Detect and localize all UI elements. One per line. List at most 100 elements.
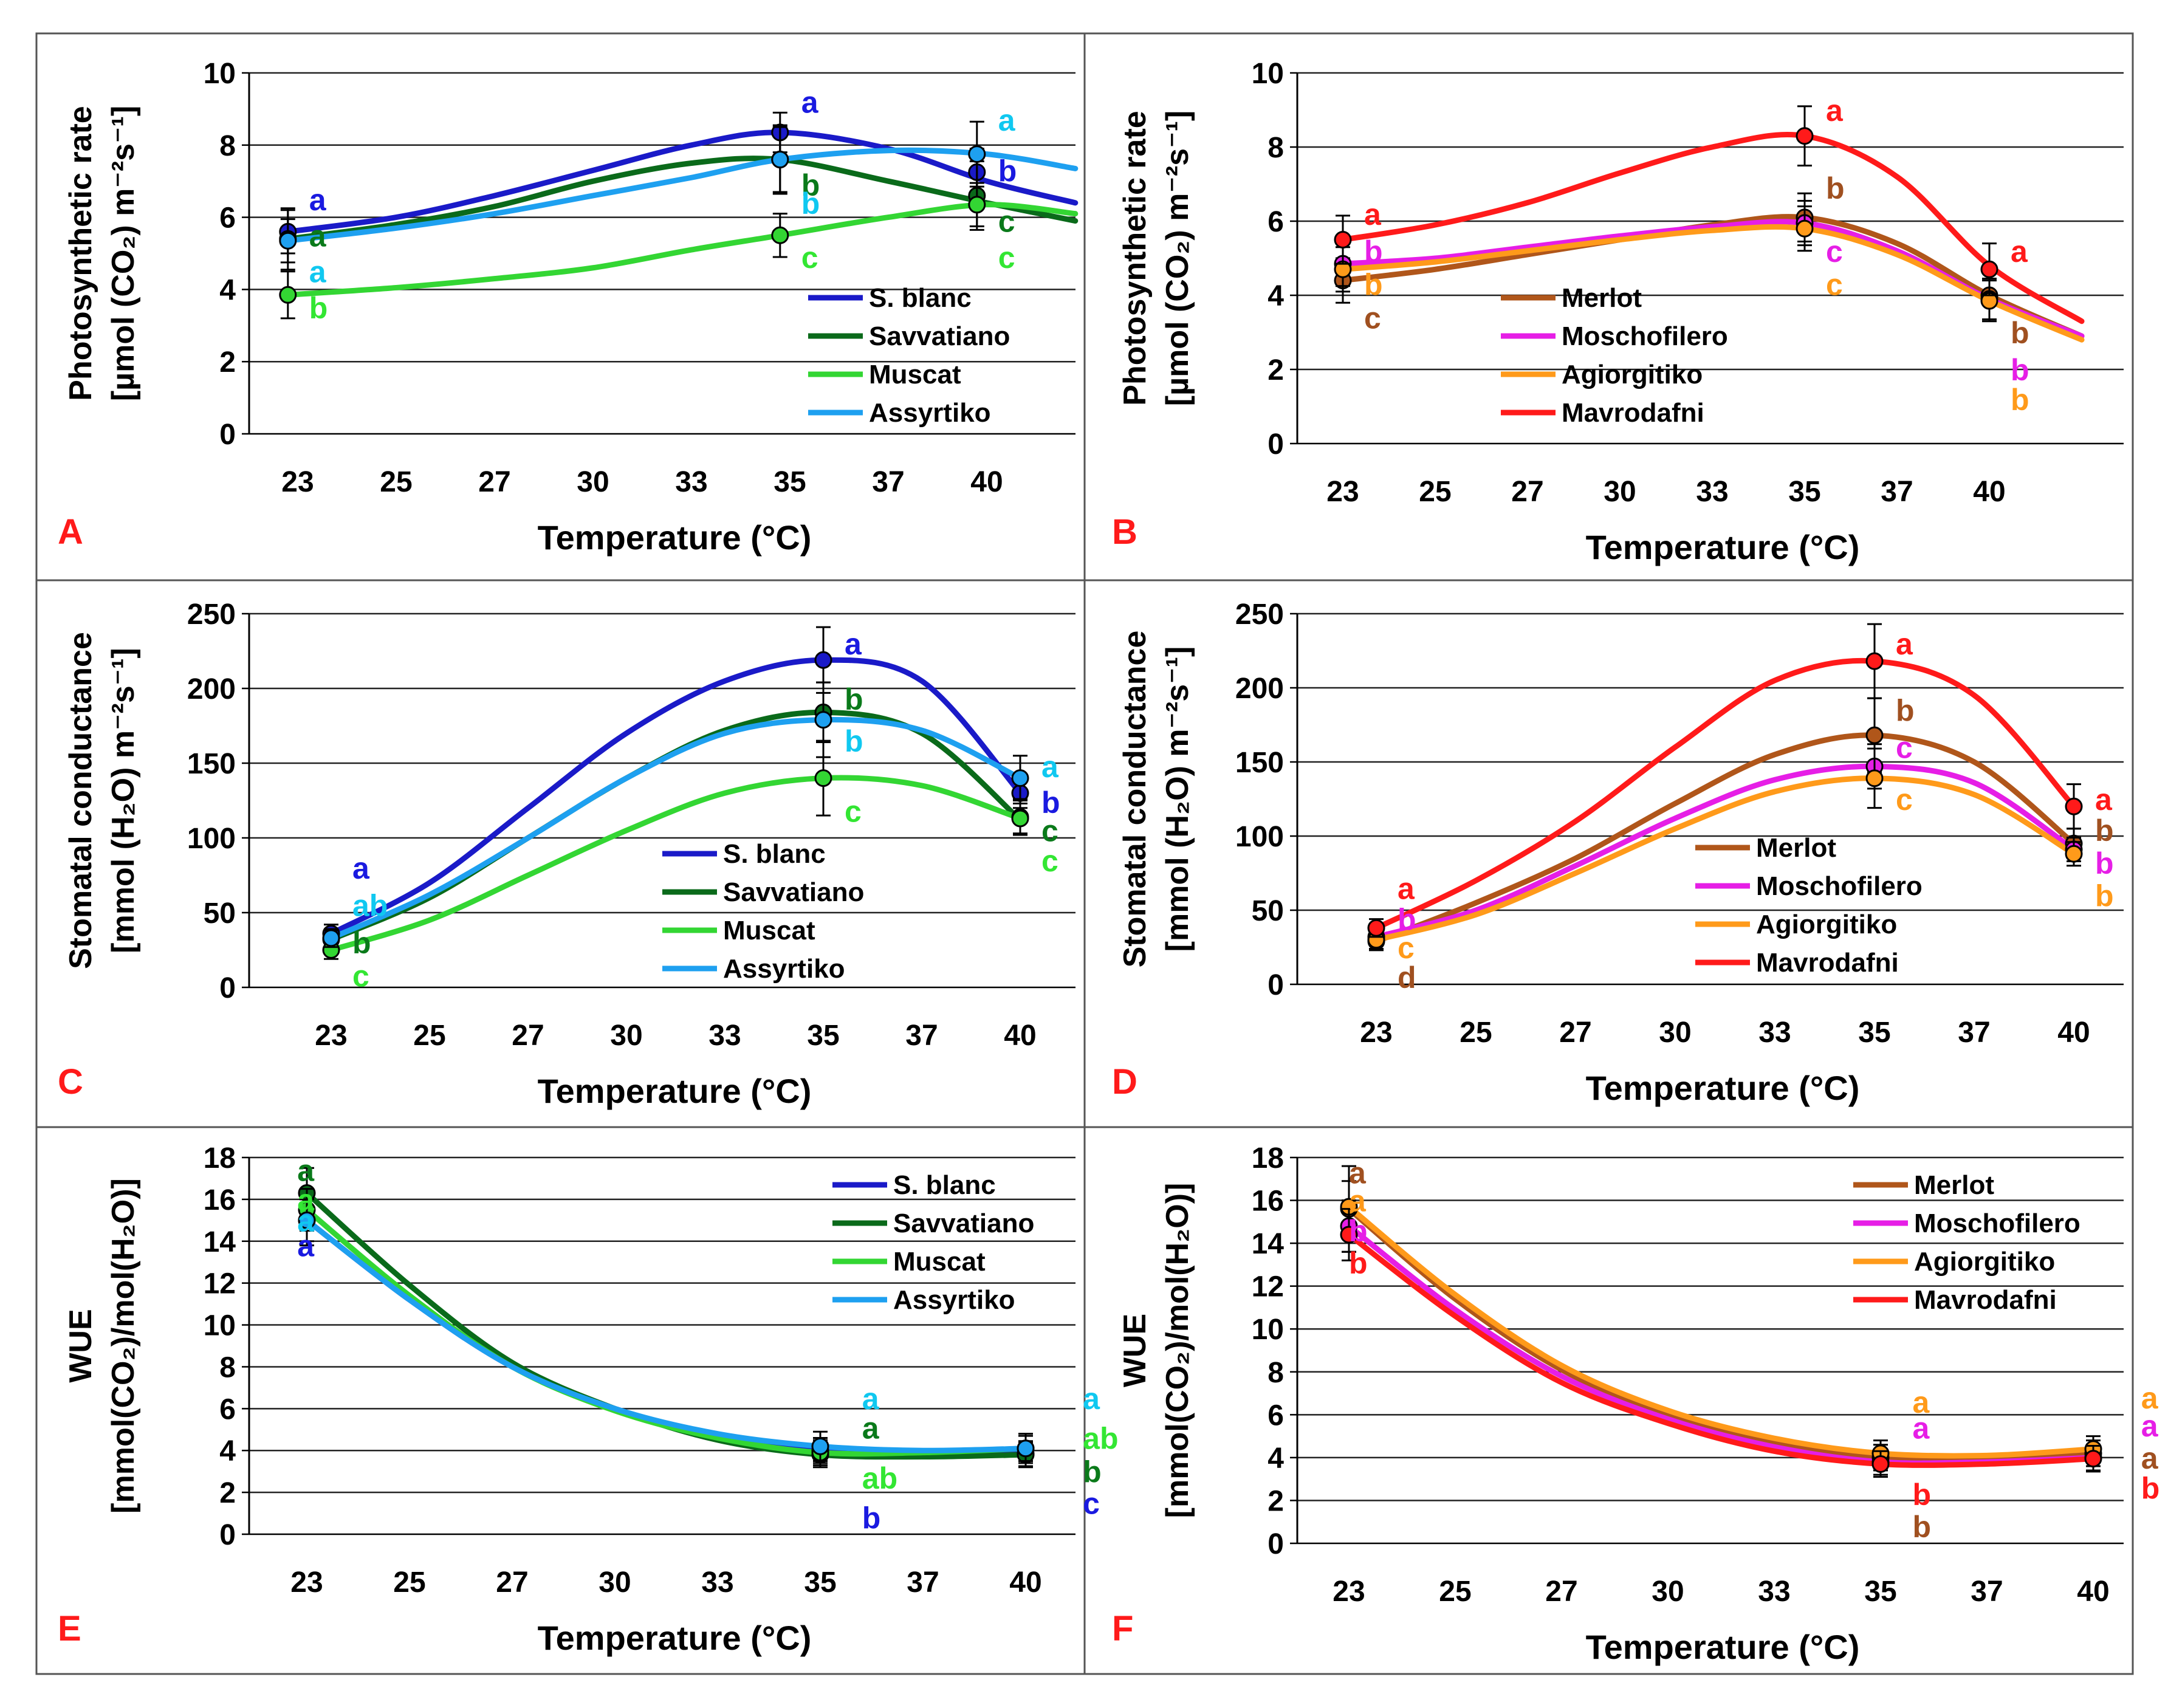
data-point xyxy=(2065,845,2083,863)
legend-label: Moschofilero xyxy=(1756,871,1923,901)
significance-letter: c xyxy=(1896,783,1913,817)
legend: S. blanc Savvatiano Muscat Assyrtiko xyxy=(662,839,864,984)
x-tick-label: 40 xyxy=(1973,476,2005,508)
y-tick-label: 0 xyxy=(219,972,236,1004)
y-tick-label: 18 xyxy=(204,1142,236,1175)
significance-letter: b xyxy=(1913,1478,1932,1512)
x-tick-label: 37 xyxy=(1881,476,1913,508)
x-tick-label: 35 xyxy=(807,1020,839,1052)
data-point xyxy=(298,1211,316,1229)
legend-label: Assyrtiko xyxy=(869,398,991,428)
legend-label: S. blanc xyxy=(893,1170,996,1200)
y-tick-label: 8 xyxy=(219,1351,236,1384)
significance-letter: c xyxy=(1398,931,1415,965)
legend-label: Savvatiano xyxy=(893,1209,1034,1238)
data-point xyxy=(811,1437,829,1455)
y-tick-label: 8 xyxy=(219,130,236,162)
panel-d: 0 50 100 150 200 250 23 25 27 30 33 35 37 40 Temperatu… xyxy=(1112,598,2124,1107)
y-tick-label: 10 xyxy=(204,1310,236,1342)
y-tick-label: 10 xyxy=(1252,58,1284,90)
significance-letter: b xyxy=(1041,786,1060,820)
y-tick-label: 18 xyxy=(1252,1142,1284,1175)
x-tick-label: 40 xyxy=(970,466,1003,498)
x-tick-label: 27 xyxy=(1559,1017,1591,1049)
legend-label: Agiorgitiko xyxy=(1562,360,1703,389)
x-tick-label: 27 xyxy=(1511,476,1543,508)
panel-letter: E xyxy=(58,1609,81,1648)
x-tick-label: 23 xyxy=(290,1566,323,1599)
x-tick-label: 30 xyxy=(1659,1017,1691,1049)
y-tick-label: 200 xyxy=(187,673,236,705)
x-tick-label: 40 xyxy=(1004,1020,1036,1052)
y-axis-title: Stomatal conductance xyxy=(63,632,98,969)
significance-letter: a xyxy=(297,1154,315,1188)
significance-letter: b xyxy=(801,187,820,221)
y-tick-label: 50 xyxy=(204,897,236,930)
significance-letter: a xyxy=(1364,197,1382,232)
data-point xyxy=(1865,652,1884,670)
y-tick-label: 10 xyxy=(1252,1314,1284,1346)
significance-letter: a xyxy=(352,851,370,885)
significance-letter: b xyxy=(1364,235,1383,269)
y-tick-label: 100 xyxy=(187,823,236,855)
y-tick-label: 2 xyxy=(1268,1485,1284,1517)
y-tick-label: 16 xyxy=(204,1184,236,1216)
y-axis-title: Stomatal conductance xyxy=(1117,631,1153,968)
significance-letter: a xyxy=(2141,1381,2159,1415)
x-tick-label: 33 xyxy=(675,466,707,498)
legend-label: Muscat xyxy=(723,916,815,945)
x-axis-title: Temperature (°C) xyxy=(1586,1628,1860,1666)
y-tick-label: 6 xyxy=(219,202,236,235)
y-tick-label: 6 xyxy=(1268,1399,1284,1432)
x-tick-label: 33 xyxy=(701,1566,733,1599)
series-line-mavrodafni xyxy=(1340,132,2085,324)
series-line-merlot xyxy=(1373,732,2077,944)
series-line-muscat xyxy=(328,775,1023,953)
significance-letter: ab xyxy=(862,1461,897,1495)
significance-letter: a xyxy=(1913,1411,1930,1446)
significance-letter: b xyxy=(801,168,820,202)
significance-letter: b xyxy=(1398,903,1416,937)
x-tick-label: 37 xyxy=(905,1020,938,1052)
x-axis-title: Temperature (°C) xyxy=(1586,1069,1860,1107)
x-tick-label: 37 xyxy=(907,1566,939,1599)
legend: Merlot Moschofilero Agiorgitiko Mavrodafni xyxy=(1853,1170,2081,1315)
x-tick-label: 25 xyxy=(1439,1576,1471,1608)
x-tick-label: 35 xyxy=(1788,476,1820,508)
panel-f: 0 2 4 6 8 10 12 14 16 18 23 25 27 30 33 35 37 40 Temperatu… xyxy=(1112,1142,2159,1666)
y-tick-label: 150 xyxy=(1235,747,1284,779)
legend-label: Agiorgitiko xyxy=(1914,1247,2055,1277)
y-tick-label: 14 xyxy=(204,1226,236,1258)
panel-letter: F xyxy=(1112,1609,1133,1648)
x-tick-label: 23 xyxy=(1333,1576,1365,1608)
panel-b: 0 2 4 6 8 10 23 25 27 30 33 35 37 40 Temperature (°C) P… xyxy=(1112,58,2124,566)
panel-e: 0 2 4 6 8 10 12 14 16 18 23 25 27 30 33 35 37 40 Temperatu… xyxy=(58,1142,1119,1657)
legend-label: Savvatiano xyxy=(723,877,864,907)
x-tick-label: 25 xyxy=(413,1020,445,1052)
significance-letter: c xyxy=(352,959,369,993)
x-tick-label: 37 xyxy=(1971,1576,2003,1608)
significance-letter: a xyxy=(1083,1382,1100,1416)
data-point xyxy=(771,151,789,169)
significance-letter: a xyxy=(2141,1441,2159,1475)
y-tick-label: 150 xyxy=(187,748,236,780)
y-axis-title: Photosynthetic rate xyxy=(63,106,98,400)
x-tick-label: 30 xyxy=(599,1566,631,1599)
significance-letter: a xyxy=(297,1229,315,1263)
y-axis-units: [µmol (CO₂) m⁻²s⁻¹] xyxy=(1160,111,1195,406)
data-point xyxy=(1871,1455,1890,1473)
series-line-mavrodafni xyxy=(1346,1232,2096,1468)
significance-letter: b xyxy=(845,682,863,716)
series-line-assyrtiko xyxy=(328,717,1023,941)
panel-letter: C xyxy=(58,1062,83,1102)
legend-label: Mavrodafni xyxy=(1756,948,1899,978)
legend-label: Muscat xyxy=(893,1247,986,1277)
y-tick-label: 4 xyxy=(1268,1442,1284,1475)
significance-letter: a xyxy=(998,103,1016,137)
x-tick-label: 35 xyxy=(774,466,806,498)
data-point xyxy=(1980,260,1998,278)
series-line-muscat xyxy=(285,202,1079,298)
significance-letter: ab xyxy=(1083,1422,1118,1456)
x-axis-title: Temperature (°C) xyxy=(1586,528,1860,566)
